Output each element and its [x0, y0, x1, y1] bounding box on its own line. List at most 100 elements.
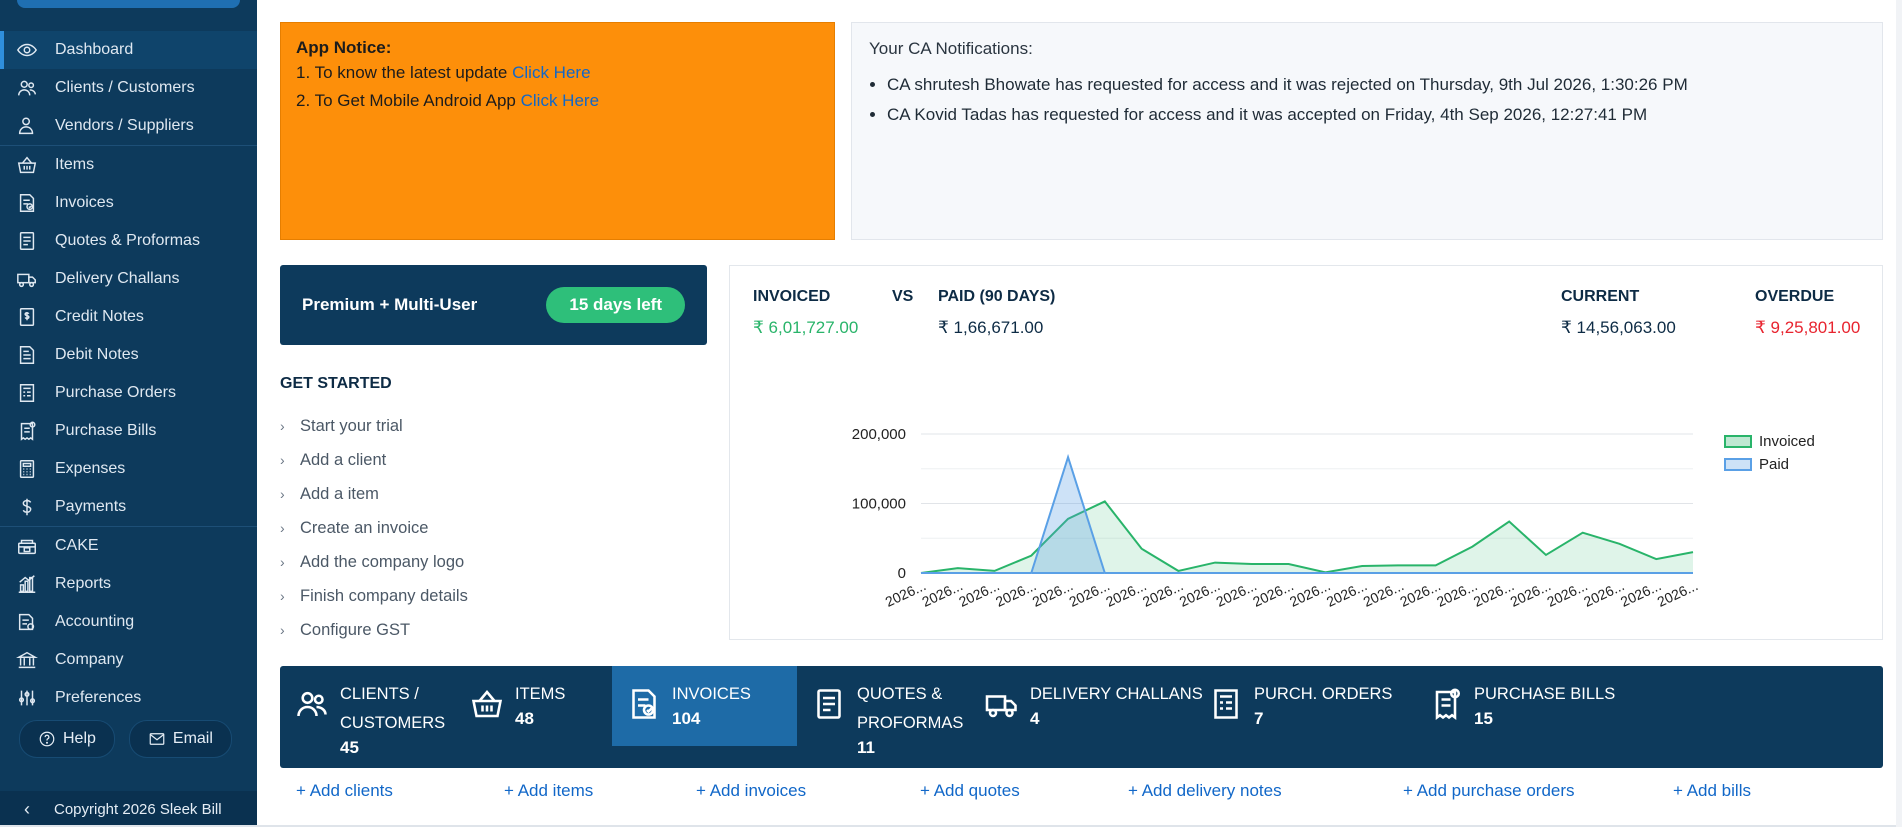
stat-tile-name: DELIVERY CHALLANS: [1030, 685, 1203, 703]
sidebar-item-label: Purchase Orders: [55, 384, 176, 401]
get-started-item[interactable]: › Finish company details: [280, 579, 700, 613]
add-link[interactable]: + Add purchase orders: [1403, 781, 1575, 800]
help-label: Help: [63, 730, 96, 747]
invoiced-area: [921, 501, 1693, 573]
add-link[interactable]: + Add items: [504, 781, 594, 800]
sidebar-item-purchase-bills[interactable]: Purchase Bills: [0, 412, 257, 450]
notice-line-2-text: 2. To Get Mobile Android App: [296, 91, 521, 110]
sidebar-item-label: Reports: [55, 575, 112, 592]
stat-tile-delivery-challans[interactable]: DELIVERY CHALLANS 4: [970, 666, 1203, 768]
bank-icon: [15, 648, 39, 672]
sidebar-item-reports[interactable]: Reports: [0, 565, 257, 603]
sidebar-item-label: Company: [55, 651, 124, 668]
sidebar-item-payments[interactable]: Payments: [0, 488, 257, 526]
sidebar-item-debit-notes[interactable]: Debit Notes: [0, 336, 257, 374]
sidebar-item-label: Credit Notes: [55, 308, 144, 325]
vs-label: VS: [892, 288, 914, 305]
get-started-title: GET STARTED: [280, 375, 392, 392]
sidebar-item-quotes-proformas[interactable]: Quotes & Proformas: [0, 222, 257, 260]
x-tick-label: 2026...: [1655, 577, 1701, 610]
purchase-bill-icon: [15, 419, 39, 443]
get-started-item-label: Add a item: [300, 484, 379, 503]
trial-days-badge[interactable]: 15 days left: [546, 287, 685, 323]
legend-label: Paid: [1759, 456, 1789, 473]
sidebar-nav: Dashboard Clients / Customers Vendors / Su…: [0, 31, 257, 717]
sidebar-item-label: Accounting: [55, 613, 135, 630]
sidebar-item-accounting[interactable]: Accounting: [0, 603, 257, 641]
stat-tile-clients-customers[interactable]: CLIENTS / CUSTOMERS 45: [280, 666, 455, 768]
debit-doc-icon: [15, 343, 39, 367]
dollar-icon: [15, 495, 39, 519]
sidebar-item-cake[interactable]: CAKE: [0, 527, 257, 565]
sidebar-item-items[interactable]: Items: [0, 146, 257, 184]
purchase-order-icon: [1208, 686, 1244, 722]
sidebar-item-delivery-challans[interactable]: Delivery Challans: [0, 260, 257, 298]
chevron-right-icon: ›: [280, 588, 285, 604]
invoiced-line: [920, 500, 1694, 574]
ca-notifications: Your CA Notifications: CA shrutesh Bhowa…: [851, 22, 1883, 240]
plan-banner: Premium + Multi-User 15 days left: [280, 265, 707, 345]
email-button[interactable]: Email: [128, 720, 232, 758]
sidebar-item-expenses[interactable]: Expenses: [0, 450, 257, 488]
sidebar-item-preferences[interactable]: Preferences: [0, 679, 257, 717]
help-icon: [39, 731, 55, 747]
stat-tile-count: 48: [515, 709, 534, 728]
sidebar-item-label: Dashboard: [55, 41, 134, 58]
sidebar-item-company[interactable]: Company: [0, 641, 257, 679]
accounting-icon: [15, 610, 39, 634]
purchase-bill-icon: [1428, 686, 1464, 722]
add-link[interactable]: + Add bills: [1673, 781, 1751, 800]
add-link[interactable]: + Add delivery notes: [1128, 781, 1282, 800]
sidebar-item-invoices[interactable]: Invoices: [0, 184, 257, 222]
chevron-right-icon: ›: [280, 554, 285, 570]
basket-icon: [469, 686, 505, 722]
copyright-text: Copyright 2026 Sleek Bill: [54, 800, 222, 818]
stat-tile-count: 15: [1474, 709, 1493, 728]
y-tick-label: 200,000: [852, 426, 906, 443]
sidebar-item-vendors-suppliers[interactable]: Vendors / Suppliers: [0, 107, 257, 145]
stat-tile-purch-orders[interactable]: PURCH. ORDERS 7: [1194, 666, 1414, 768]
stat-tile-count: 11: [857, 738, 875, 757]
help-button[interactable]: Help: [19, 720, 115, 758]
stat-tile-name: INVOICES: [672, 685, 751, 703]
sidebar-item-credit-notes[interactable]: Credit Notes: [0, 298, 257, 336]
sidebar-item-clients-customers[interactable]: Clients / Customers: [0, 69, 257, 107]
stat-tile-count: 45: [340, 738, 359, 757]
get-started-item[interactable]: › Start your trial: [280, 409, 700, 443]
latest-update-link[interactable]: Click Here: [512, 63, 591, 82]
stat-tile-purchase-bills[interactable]: PURCHASE BILLS 15: [1414, 666, 1616, 768]
legend-label: Invoiced: [1759, 433, 1815, 450]
sidebar-item-purchase-orders[interactable]: Purchase Orders: [0, 374, 257, 412]
add-link[interactable]: + Add quotes: [920, 781, 1020, 800]
get-started-item[interactable]: › Add the company logo: [280, 545, 700, 579]
collapse-sidebar-button[interactable]: ‹: [24, 798, 30, 819]
stat-tile-name: CLIENTS / CUSTOMERS: [340, 685, 446, 732]
stat-tile-quotes-proformas[interactable]: QUOTES & PROFORMAS 11: [797, 666, 970, 768]
sidebar-item-dashboard[interactable]: Dashboard: [0, 31, 257, 69]
get-started-item[interactable]: › Configure GST: [280, 613, 700, 647]
get-started-item[interactable]: › Add a client: [280, 443, 700, 477]
truck-icon: [15, 267, 39, 291]
sidebar-top-button[interactable]: [17, 0, 240, 8]
vendor-icon: [15, 114, 39, 138]
add-link[interactable]: + Add clients: [296, 781, 393, 800]
android-app-link[interactable]: Click Here: [520, 91, 600, 110]
paid-label: PAID (90 DAYS): [938, 288, 1056, 305]
get-started-item-label: Create an invoice: [300, 518, 429, 537]
sidebar-item-label: Vendors / Suppliers: [55, 117, 194, 134]
page-scrollbar[interactable]: [1896, 0, 1902, 827]
y-tick-label: 0: [898, 565, 906, 582]
get-started-item-label: Configure GST: [300, 620, 411, 639]
stat-tile-name: PURCHASE BILLS: [1474, 685, 1616, 703]
get-started-item[interactable]: › Create an invoice: [280, 511, 700, 545]
add-link[interactable]: + Add invoices: [696, 781, 807, 800]
stat-tile-items[interactable]: ITEMS 48: [455, 666, 612, 768]
get-started-item[interactable]: › Add a item: [280, 477, 700, 511]
stat-tile-count: 104: [672, 709, 701, 728]
email-icon: [149, 733, 165, 745]
sidebar-item-label: Clients / Customers: [55, 79, 195, 96]
module-stats-bar: CLIENTS / CUSTOMERS 45 ITEMS 48 INVOICES 104 Q…: [280, 666, 1883, 768]
stat-tile-invoices[interactable]: INVOICES 104: [612, 666, 797, 746]
get-started-panel: GET STARTED › Start your trial › Add a clie…: [280, 375, 700, 647]
sidebar-actions: Help Email: [19, 720, 232, 758]
